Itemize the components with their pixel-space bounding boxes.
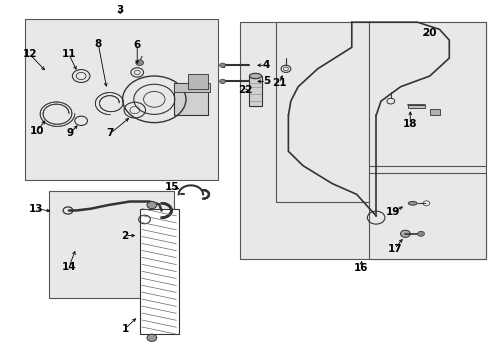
Ellipse shape	[407, 202, 416, 205]
Text: 17: 17	[386, 244, 401, 254]
Circle shape	[417, 231, 424, 236]
Text: 9: 9	[67, 128, 74, 138]
Circle shape	[136, 60, 143, 66]
Text: 5: 5	[262, 76, 269, 86]
Text: 12: 12	[22, 49, 37, 59]
Text: 22: 22	[238, 85, 252, 95]
Circle shape	[400, 230, 409, 237]
Circle shape	[219, 79, 225, 84]
Text: 11: 11	[61, 49, 76, 59]
Bar	[25, 19, 217, 180]
Bar	[49, 191, 173, 298]
Text: 6: 6	[133, 40, 141, 50]
Bar	[368, 173, 485, 259]
Text: 15: 15	[165, 182, 179, 192]
Text: 14: 14	[61, 262, 76, 272]
Text: 7: 7	[106, 129, 114, 138]
Bar	[407, 105, 424, 108]
Text: 16: 16	[353, 263, 368, 273]
Text: 18: 18	[402, 120, 417, 129]
Bar	[173, 83, 207, 116]
Text: 2: 2	[121, 231, 128, 240]
Text: 4: 4	[262, 60, 269, 70]
Bar	[173, 83, 210, 92]
Bar	[429, 109, 439, 116]
Bar	[140, 209, 178, 334]
Bar	[368, 22, 485, 166]
Text: 10: 10	[30, 126, 44, 135]
Bar	[239, 22, 485, 259]
Bar	[249, 76, 261, 107]
Text: 1: 1	[121, 324, 128, 334]
Ellipse shape	[249, 73, 261, 79]
Text: 13: 13	[28, 204, 43, 214]
Text: 20: 20	[422, 28, 436, 38]
Circle shape	[219, 63, 225, 67]
Bar	[188, 74, 207, 89]
Text: 3: 3	[116, 5, 123, 15]
Circle shape	[147, 202, 157, 209]
Text: 21: 21	[272, 78, 286, 88]
Circle shape	[147, 334, 157, 341]
Text: 8: 8	[94, 39, 102, 49]
Bar	[276, 22, 368, 202]
Text: 19: 19	[385, 207, 400, 217]
